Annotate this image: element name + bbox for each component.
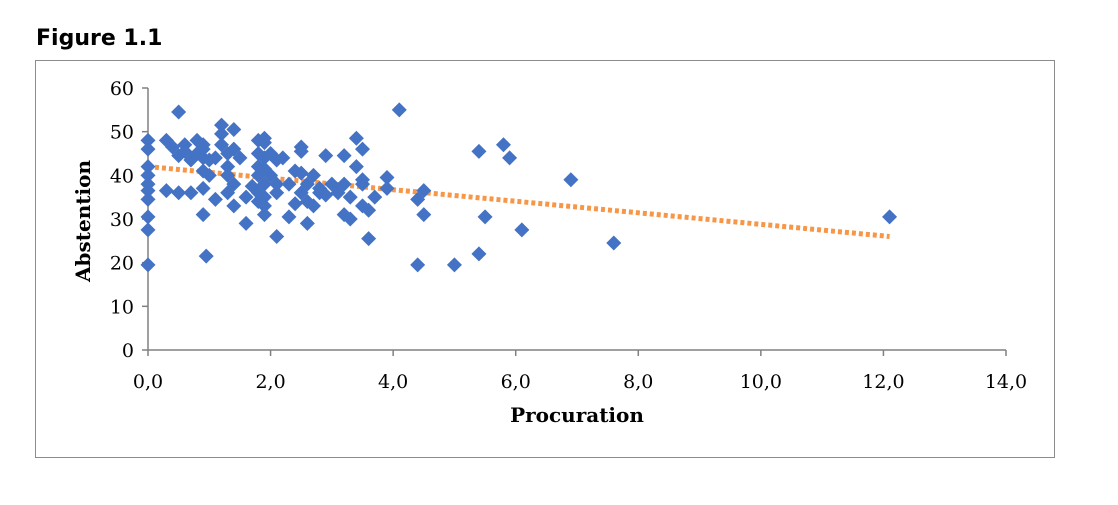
- data-point: [158, 183, 174, 199]
- data-point: [606, 235, 622, 251]
- data-point: [207, 150, 223, 166]
- data-point: [183, 185, 199, 201]
- data-point: [379, 170, 395, 186]
- data-points: [140, 102, 898, 273]
- trendline-path: [147, 164, 890, 239]
- trendline: [147, 164, 890, 239]
- axes: [147, 88, 1006, 351]
- data-point: [416, 207, 432, 223]
- data-point: [140, 176, 156, 192]
- data-point: [342, 189, 358, 205]
- data-point: [299, 215, 315, 231]
- y-tick-label: 60: [110, 78, 134, 100]
- x-tick-label: 4,0: [378, 371, 408, 393]
- data-point: [140, 191, 156, 207]
- data-point: [348, 159, 364, 175]
- data-point: [140, 132, 156, 148]
- data-point: [502, 150, 518, 166]
- data-point: [140, 209, 156, 225]
- data-point: [305, 167, 321, 183]
- data-point: [336, 148, 352, 164]
- data-point: [226, 121, 242, 137]
- data-point: [214, 126, 230, 142]
- y-tick-label: 10: [110, 296, 134, 318]
- data-point: [391, 102, 407, 118]
- data-point: [336, 176, 352, 192]
- figure-title: Figure 1.1: [36, 26, 163, 51]
- x-axis-label: Procuration: [510, 403, 644, 427]
- data-point: [195, 207, 211, 223]
- x-tick-label: 2,0: [255, 371, 285, 393]
- data-point: [361, 231, 377, 247]
- data-point: [198, 248, 214, 264]
- data-point: [256, 189, 272, 205]
- y-tick-label: 20: [110, 253, 134, 275]
- data-point: [140, 257, 156, 273]
- data-point: [238, 189, 254, 205]
- ticks: 0 10 20 30 40 50 60 0,0 2,0 4,0 6,0 8,0 10,0 12,0 14,0: [110, 78, 1027, 393]
- data-point: [305, 198, 321, 214]
- data-point: [563, 172, 579, 188]
- data-point: [293, 143, 309, 159]
- data-point: [140, 141, 156, 157]
- data-point: [140, 167, 156, 183]
- data-point: [348, 130, 364, 146]
- data-point: [214, 117, 230, 133]
- data-point: [269, 176, 285, 192]
- data-point: [140, 222, 156, 238]
- data-point: [287, 196, 303, 212]
- data-point: [281, 209, 297, 225]
- data-point: [226, 176, 242, 192]
- data-point: [256, 207, 272, 223]
- data-point: [446, 257, 462, 273]
- data-point: [882, 209, 898, 225]
- data-point: [238, 215, 254, 231]
- data-point: [361, 202, 377, 218]
- data-point: [256, 198, 272, 214]
- data-point: [220, 159, 236, 175]
- data-point: [171, 185, 187, 201]
- data-point: [275, 150, 291, 166]
- chart-frame: [35, 60, 1055, 458]
- data-point: [367, 189, 383, 205]
- data-point: [226, 198, 242, 214]
- data-point: [140, 159, 156, 175]
- x-tick-label: 6,0: [501, 371, 531, 393]
- data-point: [256, 135, 272, 151]
- data-point: [471, 143, 487, 159]
- data-point: [495, 137, 511, 153]
- y-tick-label: 40: [110, 165, 134, 187]
- data-point: [355, 141, 370, 157]
- data-point: [281, 176, 297, 192]
- data-point: [355, 176, 370, 192]
- x-tick-label: 10,0: [740, 371, 782, 393]
- y-tick-label: 0: [122, 340, 134, 362]
- data-point: [342, 211, 358, 227]
- data-point: [195, 180, 211, 196]
- y-tick-label: 50: [110, 122, 134, 144]
- x-tick-label: 0,0: [133, 371, 163, 393]
- data-point: [232, 150, 248, 166]
- data-point: [195, 141, 211, 157]
- data-point: [269, 185, 285, 201]
- data-point: [318, 148, 334, 164]
- y-tick-label: 30: [110, 209, 134, 231]
- data-point: [379, 180, 395, 196]
- data-point: [477, 209, 493, 225]
- data-point: [514, 222, 530, 238]
- x-tick-label: 12,0: [862, 371, 904, 393]
- data-point: [207, 191, 223, 207]
- data-point: [471, 246, 487, 262]
- data-point: [410, 257, 426, 273]
- y-axis-label: Abstention: [71, 160, 95, 283]
- data-point: [416, 183, 432, 199]
- data-point: [293, 165, 309, 181]
- data-point: [201, 167, 217, 183]
- data-point: [269, 228, 285, 244]
- data-point: [171, 104, 187, 120]
- data-point: [318, 187, 334, 203]
- x-tick-label: 8,0: [623, 371, 653, 393]
- x-tick-label: 14,0: [985, 371, 1027, 393]
